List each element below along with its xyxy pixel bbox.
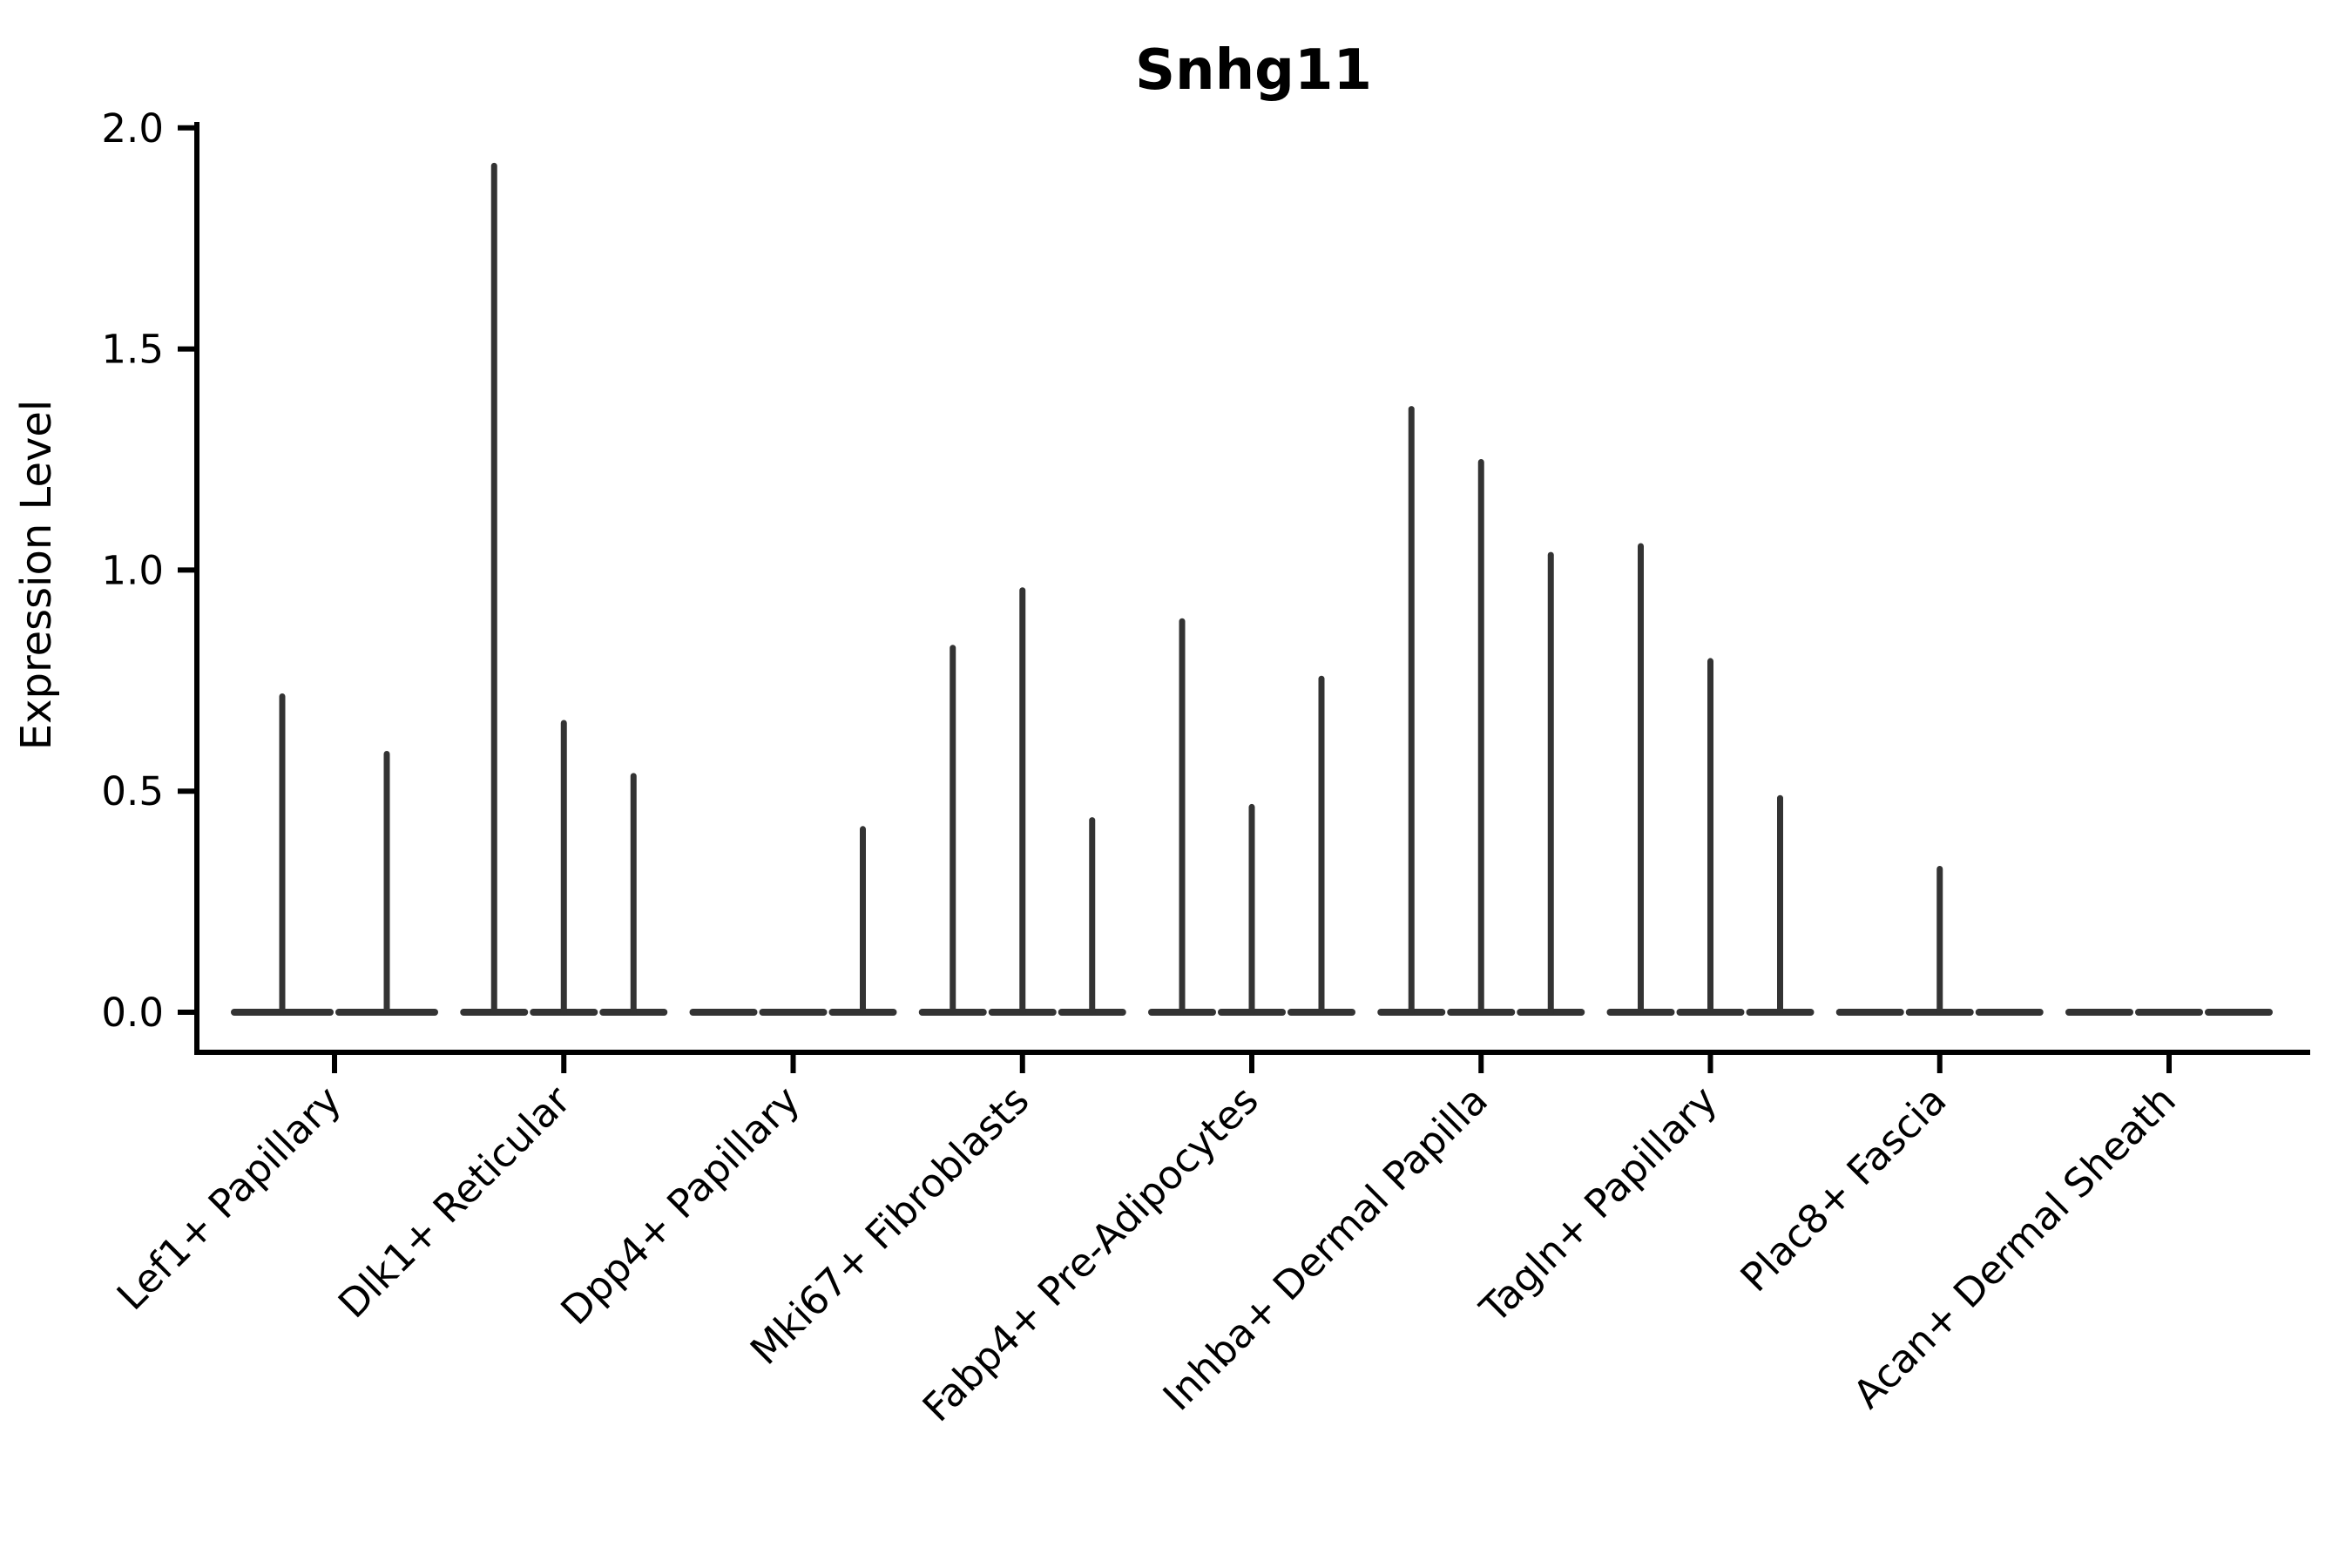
x-tick-label: Lef1+ Papillary	[108, 1077, 350, 1319]
violin-group-3	[689, 826, 897, 1073]
chart-title: Snhg11	[1135, 38, 1372, 103]
violin-group-9	[2065, 1009, 2273, 1073]
violin-group-4	[918, 587, 1126, 1073]
violin-group-6	[1377, 406, 1585, 1073]
y-tick-label: 2.0	[101, 105, 164, 152]
x-tick-label: Tagln+ Papillary	[1470, 1077, 1726, 1332]
x-tick-label: Dlk1+ Reticular	[329, 1077, 579, 1327]
y-tick-label: 0.5	[101, 768, 164, 814]
y-tick-labels: 0.0 0.5 1.0 1.5 2.0	[101, 105, 164, 1036]
violin-group-8	[1835, 865, 2044, 1073]
violin-group-5	[1148, 618, 1355, 1073]
y-tick-label: 1.0	[101, 547, 164, 593]
y-axis-label: Expression Level	[12, 400, 61, 751]
violin-group-1	[231, 693, 438, 1073]
violins	[231, 162, 2273, 1073]
axes	[178, 122, 2310, 1055]
violin-group-2	[460, 162, 668, 1073]
violin-group-7	[1606, 543, 1815, 1073]
y-tick-label: 1.5	[101, 327, 164, 373]
y-tick-label: 0.0	[101, 990, 164, 1036]
x-tick-label: Plac8+ Fascia	[1732, 1077, 1956, 1301]
x-tick-label: Dpp4+ Papillary	[551, 1077, 808, 1334]
